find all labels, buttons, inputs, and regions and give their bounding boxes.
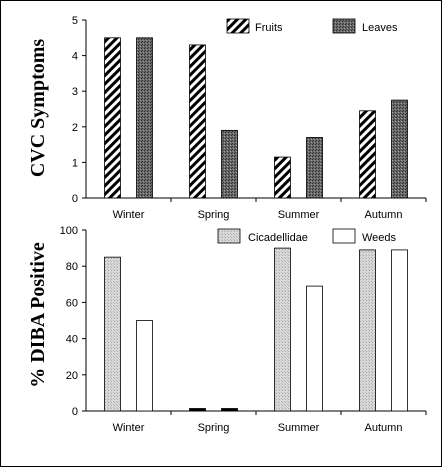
y-axis-label-diba: % DIBA Positive xyxy=(27,242,49,388)
legend-swatch-cicadellidae xyxy=(218,229,240,243)
legend-label-cicadellidae: Cicadellidae xyxy=(248,232,308,244)
legend-label-fruits: Fruits xyxy=(255,22,283,34)
bar-leaves-summer xyxy=(307,137,323,198)
y-tick-label: 40 xyxy=(66,334,78,346)
bar-fruits-summer xyxy=(275,157,291,198)
bar-leaves-winter xyxy=(137,38,153,198)
y-axis-label-cvc: CVC Symptoms xyxy=(27,39,49,178)
y-tick-label: 1 xyxy=(72,157,78,169)
bar-cicadellidae-winter xyxy=(105,257,121,411)
panel-cvc-symptoms: CVC Symptoms 0 1 2 3 4 5 Winter Spring Summer Aut… xyxy=(27,15,426,221)
legend-label-leaves: Leaves xyxy=(362,22,398,34)
y-tick-label: 80 xyxy=(66,261,78,273)
bar-weeds-spring xyxy=(222,409,238,412)
y-tick-label: 4 xyxy=(72,51,78,63)
x-tick-label: Autumn xyxy=(365,209,403,221)
y-tick-label: 5 xyxy=(72,15,78,27)
y-tick-label: 0 xyxy=(72,406,78,418)
panel-diba-positive: % DIBA Positive 0 20 40 60 80 100 Winter Spring… xyxy=(27,225,426,434)
bar-weeds-autumn xyxy=(392,250,408,411)
bar-fruits-spring xyxy=(190,45,206,198)
x-tick-label: Summer xyxy=(278,209,320,221)
x-tick-label: Autumn xyxy=(365,422,403,434)
x-tick-label: Summer xyxy=(278,422,320,434)
y-tick-label: 0 xyxy=(72,193,78,205)
legend-swatch-fruits xyxy=(227,19,249,33)
bar-fruits-autumn xyxy=(360,111,376,198)
legend-label-weeds: Weeds xyxy=(362,232,397,244)
y-tick-label: 100 xyxy=(60,225,78,237)
y-tick-label: 20 xyxy=(66,370,78,382)
bar-fruits-winter xyxy=(105,38,121,198)
bar-cicadellidae-spring xyxy=(190,409,206,412)
y-tick-label: 2 xyxy=(72,122,78,134)
bar-weeds-summer xyxy=(307,286,323,411)
x-tick-label: Winter xyxy=(113,422,145,434)
bar-leaves-spring xyxy=(222,130,238,198)
bar-cicadellidae-summer xyxy=(275,248,291,411)
y-tick-label: 3 xyxy=(72,86,78,98)
y-tick-label: 60 xyxy=(66,297,78,309)
legend-swatch-weeds xyxy=(333,229,355,243)
bar-leaves-autumn xyxy=(392,100,408,198)
legend-swatch-leaves xyxy=(333,19,355,33)
bar-weeds-winter xyxy=(137,321,153,412)
x-tick-label: Spring xyxy=(198,422,230,434)
x-tick-label: Spring xyxy=(198,209,230,221)
x-tick-label: Winter xyxy=(113,209,145,221)
bar-cicadellidae-autumn xyxy=(360,250,376,411)
